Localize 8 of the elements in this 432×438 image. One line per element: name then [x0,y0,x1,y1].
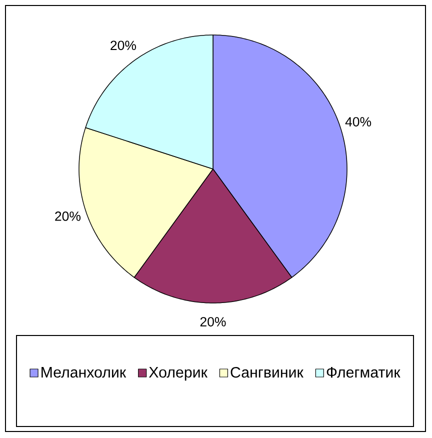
data-label: 20% [55,212,81,221]
data-label: 20% [110,40,136,50]
legend-label: Меланхолик [42,367,126,378]
data-label: 20% [200,317,226,326]
data-label: 40% [345,117,372,126]
legend-label: Сангвиник [230,366,304,378]
legend-label: Холерик [148,367,208,381]
legend-label: Флегматик [326,367,400,378]
